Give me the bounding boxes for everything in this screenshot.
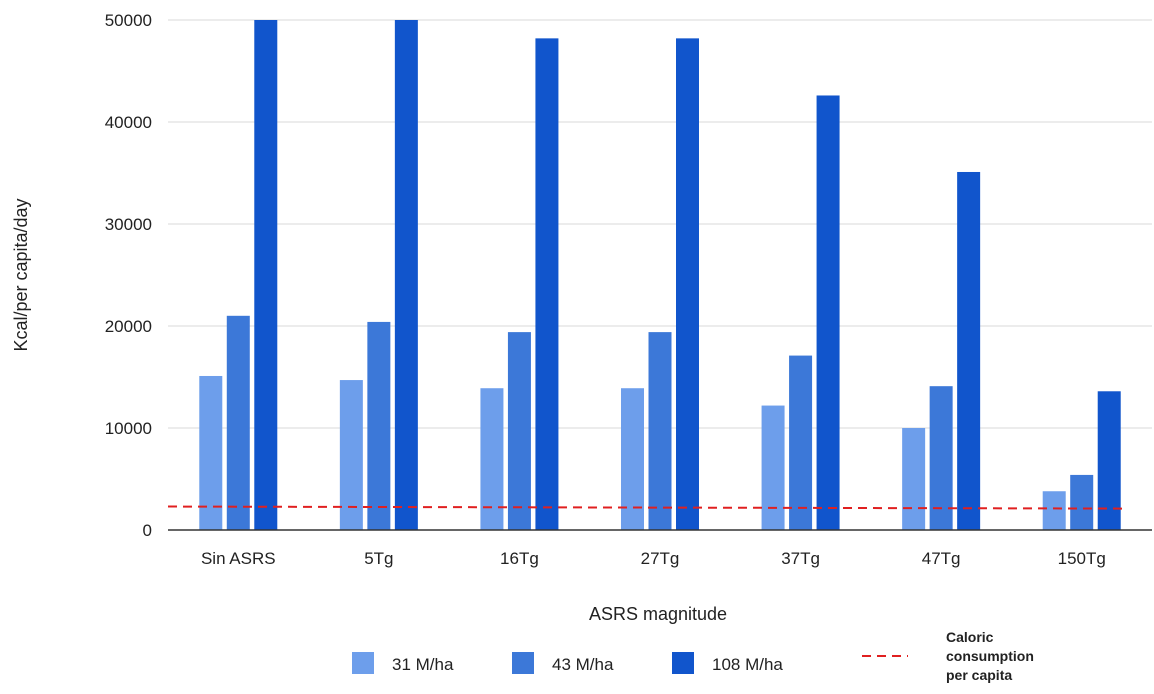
x-tick-label: 37Tg [781, 549, 820, 568]
x-axis-ticks: Sin ASRS 5Tg 16Tg 27Tg 37Tg 47Tg 150Tg [201, 549, 1106, 568]
bar [226, 315, 250, 530]
legend-label: 43 M/ha [552, 655, 614, 674]
y-tick-label: 50000 [105, 11, 152, 30]
bar [1097, 391, 1121, 530]
bar [367, 321, 391, 530]
bar [676, 38, 699, 531]
bar [1042, 491, 1066, 530]
y-axis-ticks: 0 10000 20000 30000 40000 50000 [105, 11, 152, 540]
bar [535, 38, 559, 531]
bars [199, 20, 1121, 531]
bar [254, 20, 278, 530]
bar [507, 332, 531, 530]
x-tick-label: 16Tg [500, 549, 539, 568]
x-tick-label: 27Tg [641, 549, 680, 568]
legend: 31 M/ha 43 M/ha 108 M/ha Caloric consumption… [352, 629, 1034, 683]
legend-swatch [352, 652, 374, 674]
bar [199, 375, 223, 530]
x-tick-label: 5Tg [364, 549, 393, 568]
caloric-consumption-line [167, 505, 1123, 510]
y-tick-label: 0 [143, 521, 152, 540]
legend-label: 31 M/ha [392, 655, 454, 674]
bar [621, 388, 644, 530]
y-axis-title: Kcal/per capita/day [11, 198, 31, 351]
x-tick-label: 150Tg [1058, 549, 1106, 568]
x-tick-label: Sin ASRS [201, 549, 276, 568]
legend-label: 108 M/ha [712, 655, 783, 674]
gridlines [168, 19, 1152, 429]
y-tick-label: 20000 [105, 317, 152, 336]
bar [339, 380, 363, 530]
bar [761, 405, 785, 530]
legend-swatch [672, 652, 694, 674]
bar [929, 386, 953, 530]
bar [816, 95, 840, 530]
bar [902, 428, 926, 530]
y-tick-label: 40000 [105, 113, 152, 132]
y-tick-label: 10000 [105, 419, 152, 438]
y-tick-label: 30000 [105, 215, 152, 234]
bar [957, 171, 981, 531]
x-axis-title: ASRS magnitude [589, 604, 727, 624]
legend-label-caloric: Caloric [946, 629, 994, 645]
bar [480, 388, 504, 530]
legend-swatch [512, 652, 534, 674]
legend-label-caloric: consumption [946, 648, 1034, 664]
bar [1070, 474, 1094, 530]
bar [789, 355, 813, 530]
x-tick-label: 47Tg [922, 549, 961, 568]
bar [648, 332, 672, 530]
legend-label-caloric: per capita [946, 667, 1012, 683]
bar [394, 20, 418, 530]
